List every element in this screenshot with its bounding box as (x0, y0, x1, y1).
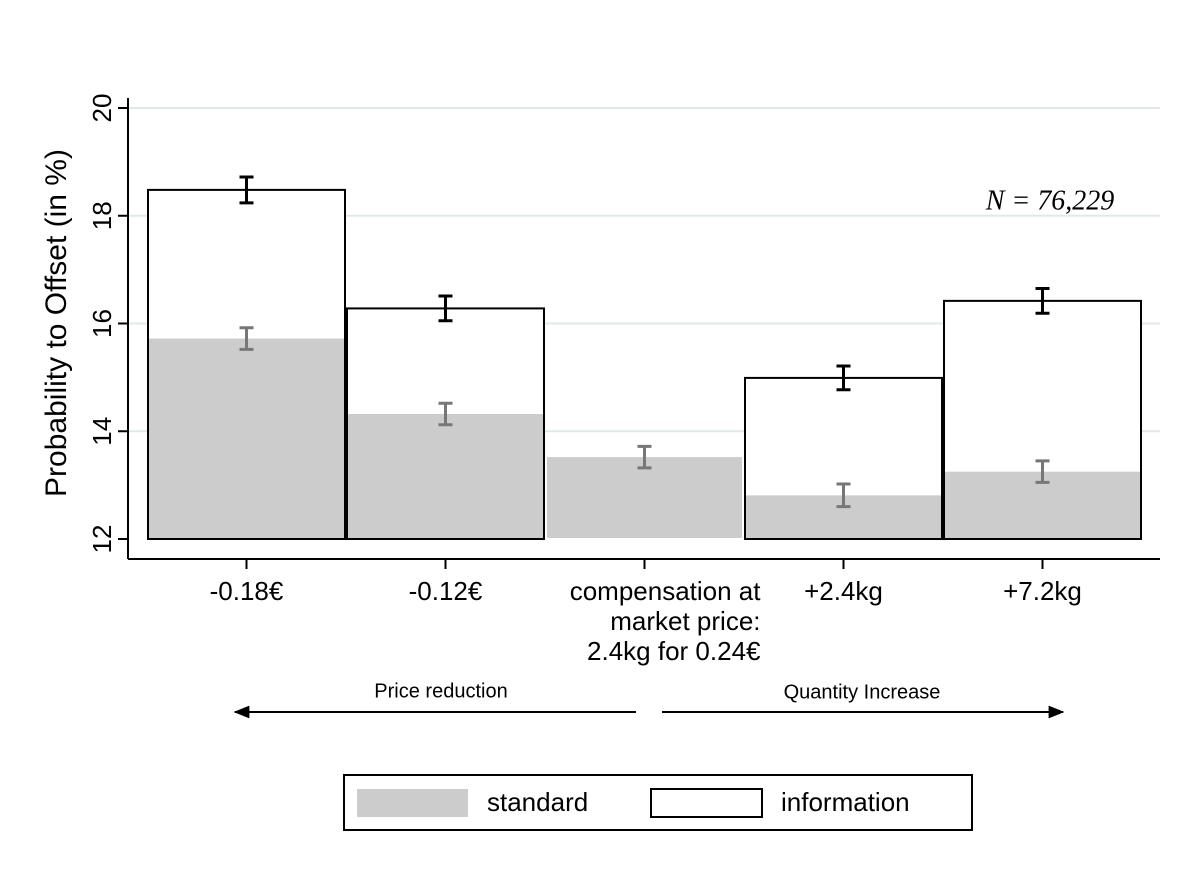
y-tick-label: 14 (87, 417, 117, 446)
bar (547, 457, 742, 538)
error-bar (239, 326, 254, 351)
legend-label: standard (487, 787, 588, 817)
direction-label: Quantity Increase (784, 681, 941, 703)
x-tick-label: +7.2kg (1003, 576, 1082, 606)
x-tick-label: -0.12€ (409, 576, 483, 606)
x-tick-label: -0.18€ (210, 576, 284, 606)
y-tick-label: 12 (87, 525, 117, 554)
error-bar (637, 444, 652, 470)
error-bar (1035, 286, 1050, 315)
error-bar (836, 364, 851, 392)
error-bar (438, 401, 453, 427)
legend-label: information (781, 787, 910, 817)
bar (348, 414, 543, 538)
x-tick-label: +2.4kg (804, 576, 883, 606)
y-tick-label: 16 (87, 309, 117, 338)
error-bar (836, 482, 851, 509)
y-tick-label: 18 (87, 201, 117, 230)
annotation: N = 76,229 (985, 185, 1115, 216)
legend-swatch (357, 789, 468, 817)
y-tick-label: 20 (87, 94, 117, 123)
bar (149, 338, 344, 538)
x-tick-label: compensation at market price: 2.4kg for 0.… (570, 576, 762, 666)
error-bar (438, 294, 453, 323)
y-axis-label: Probability to Offset (in %) (40, 149, 73, 497)
direction-label: Price reduction (374, 680, 507, 702)
legend-swatch (650, 788, 763, 818)
error-bar (1035, 459, 1050, 484)
error-bar (239, 175, 254, 205)
